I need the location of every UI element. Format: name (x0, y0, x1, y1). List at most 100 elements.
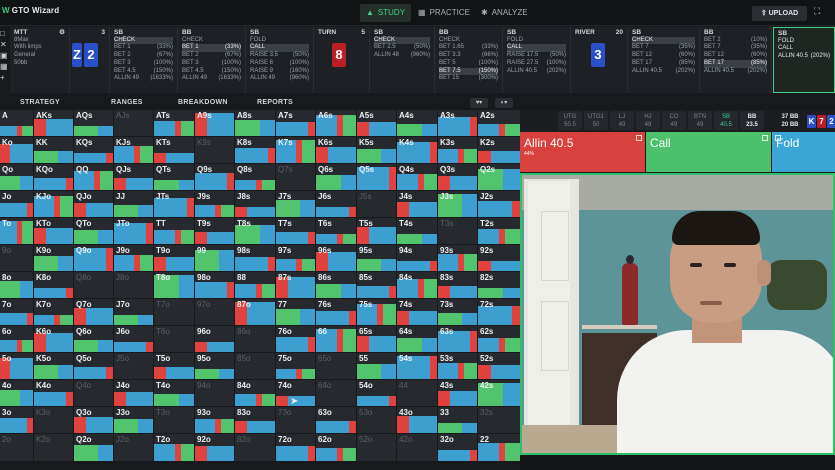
hand-cell[interactable]: Ko (0, 136, 35, 165)
hand-cell[interactable]: ATs (153, 109, 196, 138)
hand-cell[interactable]: J5o (113, 352, 155, 381)
app-logo[interactable]: W GTO Wizard (2, 6, 59, 15)
tab-strategy[interactable]: STRATEGY (20, 97, 60, 110)
action-option[interactable]: FOLD (250, 36, 267, 43)
hand-cell[interactable]: Q8s (234, 163, 277, 192)
hand-cell[interactable]: 84s (396, 271, 439, 300)
hand-cell[interactable]: T5s (356, 217, 398, 246)
hand-cell[interactable]: 98o (194, 271, 236, 300)
display-options-icon[interactable]: ◐▾ (495, 98, 513, 108)
hand-cell[interactable]: J3o (113, 406, 155, 435)
action-node[interactable]: SB FOLD CALL RAISE 17.5 (50%) RAISE 27.5 (100%… (503, 27, 571, 93)
hand-cell[interactable]: 73o (275, 406, 317, 435)
hand-cell[interactable]: 53o (356, 406, 398, 435)
hand-cell[interactable]: J6o (113, 325, 155, 354)
hand-cell[interactable]: T2s (477, 217, 521, 246)
hand-cell[interactable]: 52s (477, 352, 521, 381)
hand-cell[interactable]: K6s (315, 136, 358, 165)
hand-cell[interactable]: 97s (275, 244, 317, 273)
hand-cell[interactable]: KTs (153, 136, 196, 165)
action-option[interactable]: BET 7.5 (150%) (439, 67, 498, 76)
action-node[interactable]: BB BET 2 (10%) BET 7 (35%) BET 12 (60%) BET 17(… (700, 27, 772, 93)
hand-cell[interactable]: A7s (275, 109, 317, 138)
hand-cell[interactable]: KJo (33, 190, 75, 219)
hand-cell[interactable]: J2o (113, 433, 155, 462)
hand-cell[interactable]: 22 (477, 433, 521, 462)
hand-cell[interactable]: AJs (113, 109, 155, 138)
hand-cell[interactable]: 96s (315, 244, 358, 273)
hand-cell[interactable]: KJs (113, 136, 155, 165)
action-option[interactable]: BET 12 (60%) (704, 52, 767, 59)
hand-cell[interactable]: J3s (437, 190, 479, 219)
expand-corner-icon[interactable]: x (775, 135, 781, 141)
hand-cell[interactable]: K3o (33, 406, 75, 435)
hand-cell[interactable]: 43o (396, 406, 439, 435)
hand-cell[interactable]: 87s (275, 271, 317, 300)
action-option[interactable]: FOLD (778, 37, 795, 44)
hand-cell[interactable]: 97o (194, 298, 236, 327)
tab-breakdown[interactable]: BREAKDOWN (178, 99, 228, 106)
hand-cell[interactable]: 83o (234, 406, 277, 435)
hand-cell[interactable]: J2s (477, 190, 521, 219)
close-icon[interactable]: □ (0, 29, 5, 38)
hand-cell[interactable]: QQ (73, 163, 115, 192)
action-option[interactable]: BET 2 (10%) (704, 36, 767, 43)
action-option[interactable]: BET 3 (100%) (114, 59, 173, 66)
hand-cell[interactable]: Q4o (73, 379, 115, 408)
hand-cell[interactable]: T4s (396, 217, 439, 246)
hand-cell[interactable]: A (0, 109, 35, 138)
hand-cell[interactable]: A4s (396, 109, 439, 138)
seat-bb[interactable]: BB 23.5 (740, 111, 764, 130)
hand-cell[interactable]: 85o (234, 352, 277, 381)
hand-cell[interactable]: 8o (0, 271, 35, 300)
action-option[interactable]: BET 2 (67%) (114, 52, 173, 59)
action-option[interactable]: CHECK (374, 36, 430, 45)
hand-cell[interactable]: J9o (113, 244, 155, 273)
action-option[interactable]: CHECK (114, 36, 173, 45)
hand-cell[interactable]: 63o (315, 406, 358, 435)
hand-cell[interactable]: 9o (0, 244, 35, 273)
hand-cell[interactable]: K5o (33, 352, 75, 381)
action-option[interactable]: ALLIN 49 (1633%) (182, 75, 241, 82)
hand-cell[interactable]: TT (153, 217, 196, 246)
hand-cell[interactable]: 86o (234, 325, 277, 354)
hand-cell[interactable]: 94s (396, 244, 439, 273)
hand-cell[interactable]: K7o (33, 298, 75, 327)
hand-cell[interactable]: J8s (234, 190, 277, 219)
hand-cell[interactable]: 84o (234, 379, 277, 408)
action-option[interactable]: RAISE 6 (100%) (250, 59, 309, 66)
hand-cell[interactable]: QTo (73, 217, 115, 246)
hand-cell[interactable]: 74o (275, 379, 317, 408)
hand-cell[interactable]: A3s (437, 109, 479, 138)
action-node[interactable]: BB CHECK BET 1 (33%) BET 2 (67%) BET 3 (100%) BE… (178, 27, 246, 93)
hand-cell[interactable]: T7o (153, 298, 196, 327)
action-option[interactable]: ALLIN 40.5 (202%) (507, 67, 566, 74)
hand-cell[interactable]: 33 (437, 406, 479, 435)
hand-cell[interactable]: 66 (315, 325, 358, 354)
heart-icon[interactable]: ♥▾ (470, 98, 488, 108)
seat-btn[interactable]: BTN 49 (688, 111, 712, 130)
hand-cell[interactable]: T6s (315, 217, 358, 246)
action-option[interactable]: BET 1.65 (33%) (439, 44, 498, 51)
hand-cell[interactable]: 62o (315, 433, 358, 462)
hand-cell[interactable]: 54o (356, 379, 398, 408)
seat-sb[interactable]: SB 40.5 (714, 111, 738, 130)
hand-cell[interactable]: 64o (315, 379, 358, 408)
hand-cell[interactable]: 93o (194, 406, 236, 435)
game-settings-node[interactable]: MTT ⚙ 8Max With limps General 50bb (10, 27, 70, 93)
hand-cell[interactable]: T9o (153, 244, 196, 273)
hand-cell[interactable]: 32o (437, 433, 479, 462)
hand-cell[interactable]: 6o (0, 325, 35, 354)
hand-cell[interactable]: AKs (33, 109, 75, 138)
hand-cell[interactable]: AQs (73, 109, 115, 138)
action-option[interactable]: BET 15 (300%) (439, 75, 498, 82)
hand-cell[interactable]: 96o (194, 325, 236, 354)
hand-cell[interactable]: K9o (33, 244, 75, 273)
hand-cell[interactable]: T8o (153, 271, 196, 300)
hand-cell[interactable]: Q3s (437, 163, 479, 192)
tab-practice[interactable]: ▦ PRACTICE (412, 4, 476, 22)
hand-cell[interactable]: T6o (153, 325, 196, 354)
river-node[interactable]: RIVER 20 3 (571, 27, 628, 93)
hand-cell[interactable]: Q5s (356, 163, 398, 192)
hand-cell[interactable]: T3o (153, 406, 196, 435)
